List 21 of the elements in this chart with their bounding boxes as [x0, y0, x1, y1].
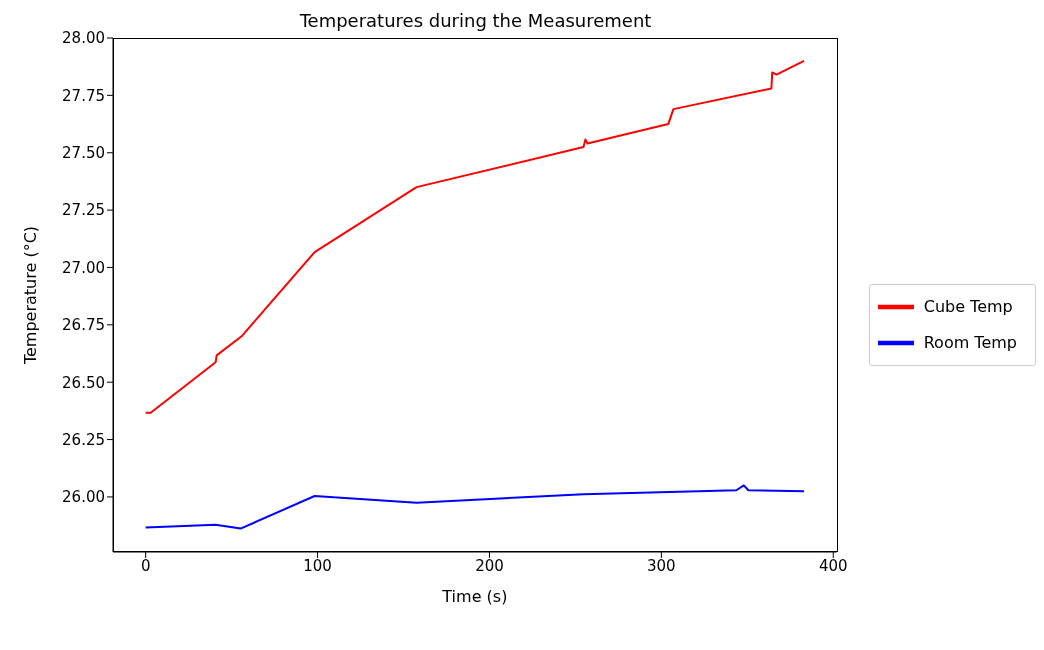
y-tick-label: 26.00: [62, 488, 105, 507]
line-series: [144, 484, 806, 530]
legend-label: Cube Temp: [923, 296, 1013, 316]
y-tick-label: 27.75: [62, 86, 105, 105]
x-tick-label: 300: [647, 556, 676, 575]
x-axis-title: Time (s): [441, 587, 508, 606]
y-tick-label: 28.00: [62, 29, 105, 48]
y-tick-label: 26.25: [62, 430, 105, 449]
y-axis-title: Temperature (°C): [20, 225, 40, 366]
y-tick-label: 27.00: [62, 258, 105, 277]
x-tick-label: 400: [818, 556, 848, 575]
x-tick-label: 200: [475, 556, 504, 575]
y-tick-label: 27.50: [62, 144, 105, 163]
y-tick-label: 27.25: [62, 201, 105, 220]
x-tick-label: 0: [140, 556, 151, 575]
chart-title: Temperatures during the Measurement: [298, 10, 653, 31]
y-tick-label: 26.75: [62, 316, 105, 335]
legend-label: Room Temp: [923, 332, 1017, 352]
x-tick-label: 100: [303, 556, 332, 575]
y-tick-label: 26.50: [62, 373, 105, 392]
line-series: [144, 59, 806, 414]
